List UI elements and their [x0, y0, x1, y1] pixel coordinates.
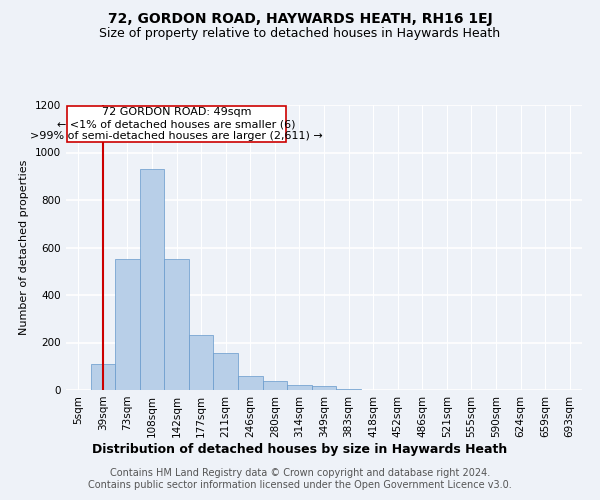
Text: 72, GORDON ROAD, HAYWARDS HEATH, RH16 1EJ: 72, GORDON ROAD, HAYWARDS HEATH, RH16 1E… — [107, 12, 493, 26]
Bar — [336, 389, 361, 390]
Text: Contains HM Land Registry data © Crown copyright and database right 2024.
Contai: Contains HM Land Registry data © Crown c… — [88, 468, 512, 490]
Bar — [91, 364, 115, 390]
Bar — [287, 385, 312, 390]
Bar — [140, 169, 164, 390]
Bar — [238, 376, 263, 390]
Text: >99% of semi-detached houses are larger (2,611) →: >99% of semi-detached houses are larger … — [30, 131, 323, 141]
Bar — [214, 353, 238, 390]
Bar — [164, 260, 189, 390]
Text: 72 GORDON ROAD: 49sqm: 72 GORDON ROAD: 49sqm — [102, 107, 251, 117]
Text: ← <1% of detached houses are smaller (6): ← <1% of detached houses are smaller (6) — [58, 119, 296, 129]
Bar — [263, 380, 287, 390]
Text: Size of property relative to detached houses in Haywards Heath: Size of property relative to detached ho… — [100, 28, 500, 40]
FancyBboxPatch shape — [67, 106, 286, 142]
Bar — [189, 336, 214, 390]
Y-axis label: Number of detached properties: Number of detached properties — [19, 160, 29, 335]
Text: Distribution of detached houses by size in Haywards Heath: Distribution of detached houses by size … — [92, 442, 508, 456]
Bar — [115, 260, 140, 390]
Bar — [312, 386, 336, 390]
